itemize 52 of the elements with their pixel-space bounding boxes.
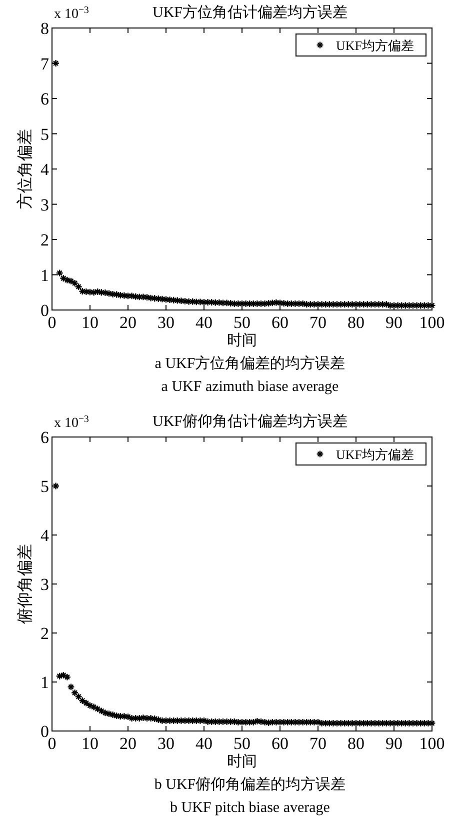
y-axis-title: 俯仰角偏差: [16, 544, 34, 624]
y-axis-title: 方位角偏差: [16, 129, 34, 209]
x-tick-label: 90: [386, 734, 402, 753]
text: x 10$^{−3}$: [54, 414, 90, 431]
x-tick-label: 80: [348, 313, 364, 332]
text: b UKF俯仰角偏差的均方误差: [154, 776, 346, 793]
legend-label: UKF均方偏差: [336, 38, 414, 53]
x-tick-label: 10: [82, 734, 98, 753]
x-tick-label: 30: [158, 734, 174, 753]
x-tick-label: 70: [310, 313, 326, 332]
x-tick-label: 20: [120, 734, 136, 753]
legend: UKF均方偏差: [296, 34, 426, 56]
x-tick-label: 50: [234, 734, 250, 753]
x-tick-label: 50: [234, 313, 250, 332]
y-tick-label: 5: [40, 477, 49, 496]
x-tick-label: 40: [196, 734, 212, 753]
legend: UKF均方偏差: [296, 442, 426, 466]
text: x 10$^{−3}$: [54, 4, 90, 22]
y-tick-label: 5: [40, 124, 49, 144]
x-tick-label: 100: [419, 734, 445, 753]
y-tick-label: 1: [40, 266, 49, 285]
y-tick-label: 8: [40, 19, 49, 38]
y-tick-label: 7: [40, 54, 50, 74]
text: b UKF pitch biase average: [170, 800, 330, 816]
text: a UKF azimuth biase average: [161, 379, 340, 395]
y-tick-label: 6: [40, 428, 49, 447]
y-tick-label: 6: [40, 90, 49, 108]
x-tick-label: 60: [272, 734, 288, 753]
x-tick-label: 90: [386, 313, 402, 332]
y-tick-label: 2: [40, 230, 49, 250]
x-axis-title: 时间: [227, 753, 257, 770]
y-tick-label: 1: [40, 673, 49, 692]
x-tick-label: 80: [348, 734, 364, 753]
y-tick-label: 0: [40, 301, 49, 320]
text: a UKF方位角偏差的均方误差: [154, 355, 346, 372]
y-tick-label: 3: [40, 195, 49, 214]
x-tick-label: 60: [272, 313, 288, 332]
legend-label: UKF均方偏差: [336, 447, 414, 462]
x-tick-label: 40: [196, 313, 212, 332]
y-tick-label: 4: [40, 160, 50, 179]
y-tick-label: 0: [40, 722, 49, 741]
x-tick-label: 20: [120, 313, 136, 332]
x-axis-title: 时间: [227, 332, 257, 349]
y-tick-label: 2: [40, 624, 49, 643]
x-tick-label: 30: [158, 313, 174, 332]
y-tick-label: 4: [40, 526, 50, 545]
x-tick-label: 10: [82, 313, 98, 332]
x-tick-label: 70: [310, 734, 326, 753]
y-tick-label: 3: [40, 575, 49, 594]
chart-title: UKF俯仰角估计偏差均方误差: [152, 413, 348, 430]
chart-title: UKF方位角估计偏差均方误差: [152, 4, 348, 21]
x-tick-label: 100: [419, 313, 445, 332]
